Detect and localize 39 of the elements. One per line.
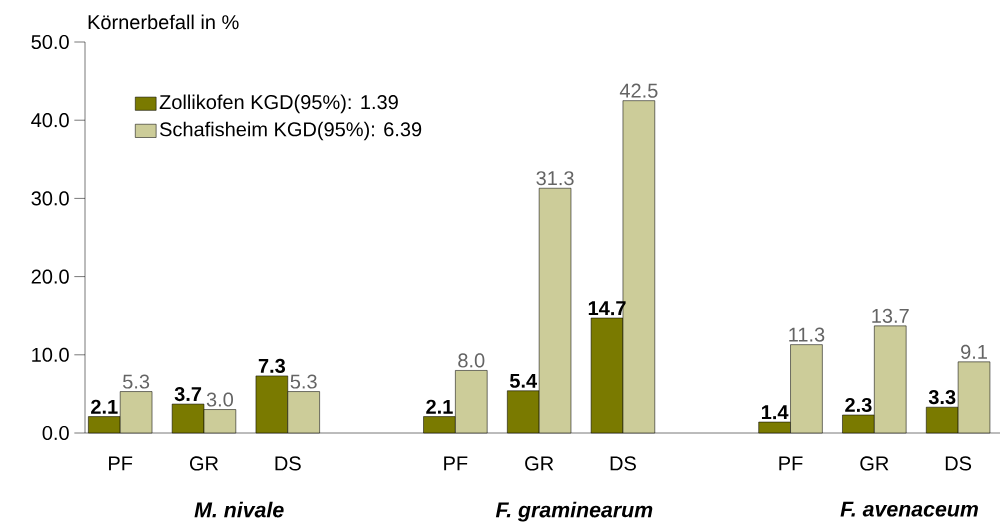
y-tick-label: 0.0 (42, 425, 69, 441)
y-tick-label: 20.0 (31, 269, 69, 284)
data-label: 3.7 (174, 386, 202, 402)
data-label: 5.3 (123, 374, 150, 389)
data-label: 5.4 (509, 373, 538, 388)
y-tick-label: 40.0 (31, 113, 69, 128)
data-label: 31.3 (536, 171, 574, 186)
data-label: 1.4 (761, 405, 789, 420)
data-label: 11.3 (789, 327, 825, 342)
data-label: 2.1 (426, 399, 453, 414)
data-label: 3.0 (206, 392, 234, 407)
x-tick-label: GR (860, 456, 889, 471)
y-tick-label: 30.0 (31, 191, 69, 206)
data-label: 2.1 (91, 399, 118, 414)
x-tick-label: DS (275, 456, 301, 471)
data-label: 7.3 (258, 358, 286, 373)
x-tick-label: DS (945, 456, 972, 471)
data-label: 9.1 (961, 344, 987, 359)
x-tick-label: GR (525, 456, 554, 471)
y-tick-label: 10.0 (32, 347, 69, 362)
legend-label: Schafisheim KGD(95%): 6.39 (159, 121, 422, 141)
data-label: 42.5 (619, 83, 658, 98)
text: F. avenaceum (840, 501, 978, 517)
y-tick-label: 50.0 (31, 34, 69, 50)
x-tick-label: PF (779, 456, 803, 471)
data-label: 2.3 (845, 397, 872, 413)
legend-label: Zollikofen KGD(95%): 1.39 (159, 94, 398, 114)
y-axis-title: Körnerbefall in % (88, 14, 239, 30)
x-tick-label: DS (610, 456, 636, 471)
data-label: 3.3 (928, 390, 956, 405)
x-tick-label: GR (189, 456, 219, 471)
data-label: 14.7 (588, 301, 626, 316)
data-label: 8.0 (458, 353, 485, 368)
text: F. graminearum (495, 501, 653, 522)
text: M. nivale (194, 501, 284, 518)
data-label: 5.3 (290, 374, 317, 389)
data-label: 13.7 (872, 308, 909, 323)
x-tick-label: PF (444, 456, 468, 471)
x-tick-label: PF (109, 456, 133, 471)
